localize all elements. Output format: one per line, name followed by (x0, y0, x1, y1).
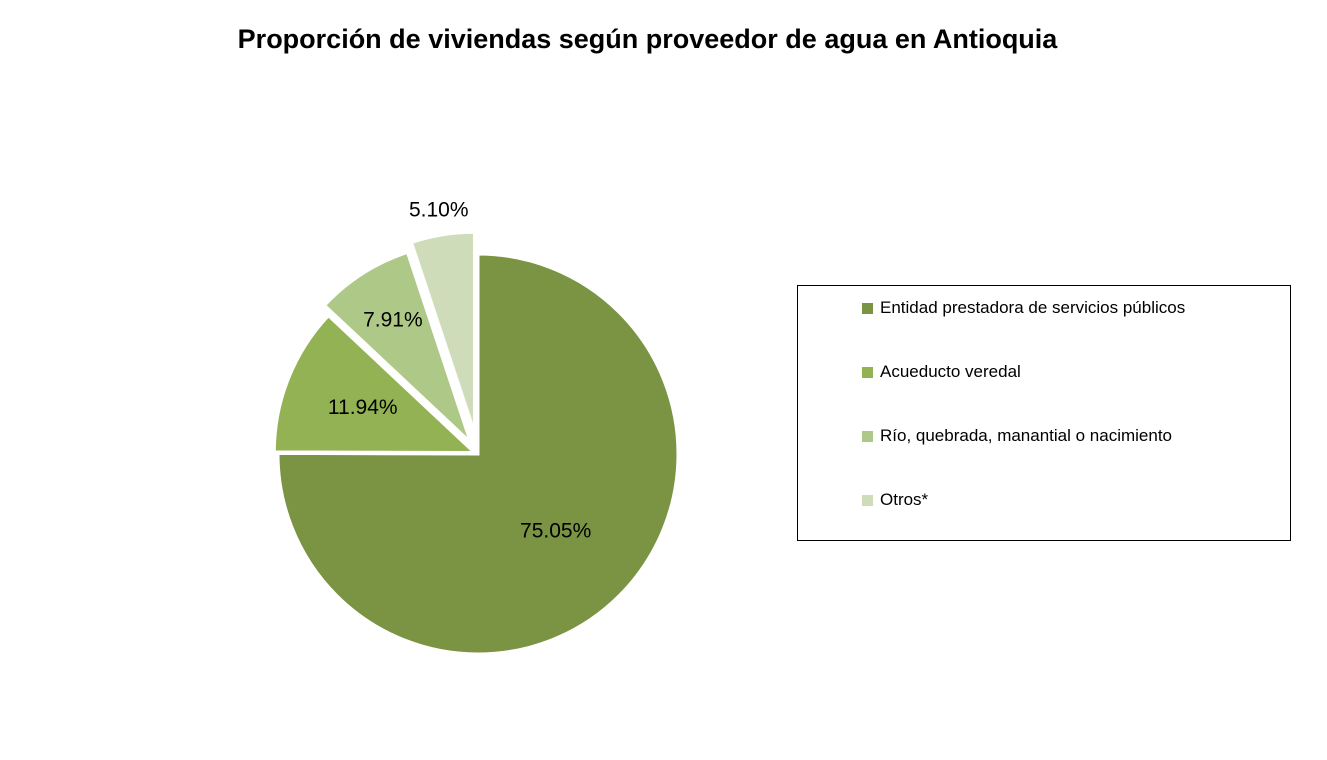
legend-swatch (862, 302, 873, 314)
legend-swatch (862, 366, 873, 378)
pie-slice-2 (322, 250, 472, 444)
chart-title: Proporción de viviendas según proveedor … (237, 24, 1058, 54)
legend-label: Otros* (880, 490, 929, 509)
pie-slices (272, 230, 680, 656)
legend-label: Acueducto veredal (880, 362, 1021, 381)
legend-item-entidad-prestadora: Entidad prestadora de servicios públicos (862, 298, 1185, 318)
pie-labels: 75.05% 11.94% 7.91% 5.10% (328, 199, 591, 543)
legend-label: Río, quebrada, manantial o nacimiento (880, 426, 1173, 445)
pie-slice-3 (409, 230, 476, 433)
legend: Entidad prestadora de servicios públicos… (797, 285, 1291, 541)
pie-slice-1 (272, 313, 479, 455)
slice-value-label-1: 11.94% (328, 396, 398, 419)
legend-swatch (862, 494, 873, 506)
legend-item-acueducto-veredal: Acueducto veredal (862, 362, 1021, 382)
slice-value-label-0: 75.05% (520, 519, 591, 542)
legend-item-rio-quebrada: Río, quebrada, manantial o nacimiento (862, 426, 1172, 446)
slice-value-label-3: 5.10% (409, 199, 469, 222)
legend-item-otros: Otros* (862, 490, 928, 510)
legend-swatch (862, 430, 873, 442)
slice-value-label-2: 7.91% (363, 308, 423, 331)
legend-label: Entidad prestadora de servicios públicos (880, 298, 1186, 317)
